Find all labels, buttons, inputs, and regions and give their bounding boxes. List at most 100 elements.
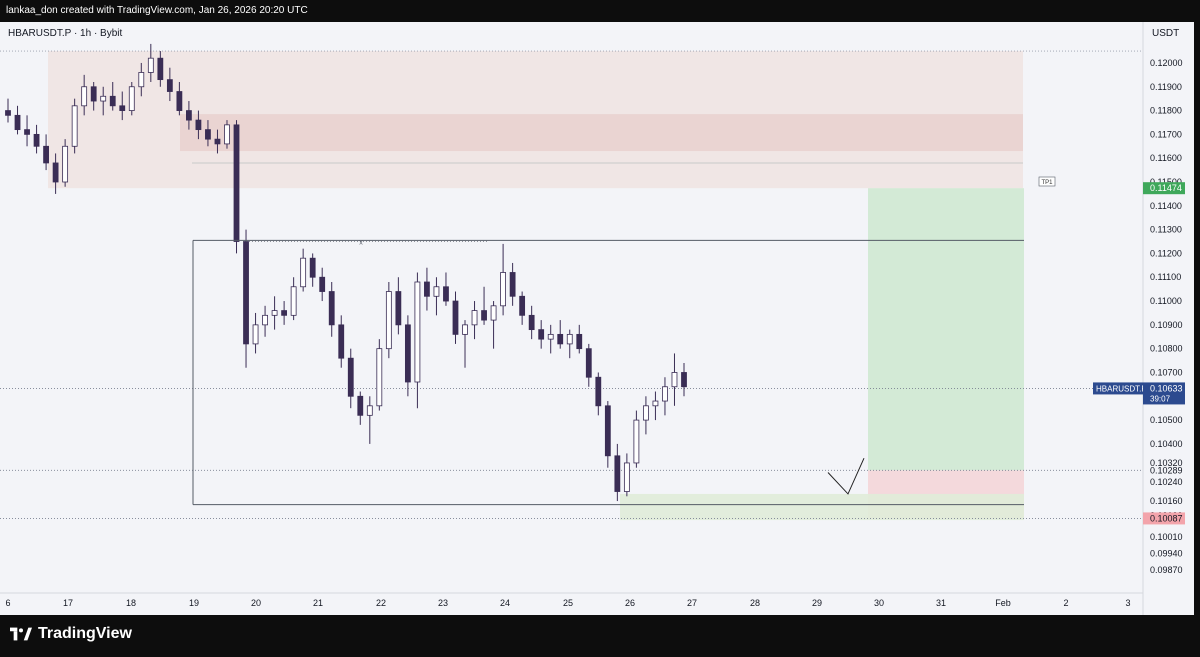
symbol-label[interactable]: HBARUSDT.P · 1h · Bybit [8, 28, 123, 39]
candle [509, 262, 516, 306]
candle-body [347, 357, 354, 397]
candle-body [652, 400, 659, 407]
candle-body [528, 314, 535, 331]
tradingview-brand-text: TradingView [38, 625, 132, 642]
candle [90, 82, 97, 111]
tp-price-badge [1143, 182, 1185, 195]
price-tick-label: 0.11600 [1150, 153, 1182, 163]
candle-body [376, 348, 383, 407]
candle-body [319, 276, 326, 292]
candle [119, 91, 126, 121]
candle-body [205, 129, 211, 140]
candle-body [109, 95, 116, 107]
price-axis[interactable]: 0.12000 0.11900 0.11800 0.11700 0.11600 0.115… [1150, 58, 1183, 575]
tp-label: TP1 [1041, 180, 1053, 186]
candle-body [252, 324, 259, 345]
candle [462, 320, 468, 368]
candle [338, 315, 345, 368]
candle-body [462, 324, 468, 335]
candle [500, 243, 506, 316]
candle [347, 348, 354, 409]
candle-body [414, 281, 421, 383]
candle-body [604, 405, 611, 457]
candle-body [538, 329, 545, 340]
time-axis[interactable]: 6 17 18 19 20 21 22 23 24 25 26 27 28 29 30 31 Feb 2 3 [5, 598, 1130, 608]
price-tick-label: 0.10160 [1150, 496, 1183, 506]
resistance-inner-zone [180, 114, 1023, 152]
time-tick-label: 29 [812, 598, 822, 608]
candle [328, 282, 335, 337]
symbol-badge [1093, 382, 1143, 395]
price-tick-label: 0.12000 [1150, 58, 1183, 68]
price-tick-label: 0.11400 [1150, 201, 1182, 211]
chart-frame[interactable]: x TP1 HBARUSDT.P · 1h · Bybit USDT 0.1200… [0, 22, 1200, 615]
candle-body [309, 257, 316, 278]
time-tick-label: 20 [251, 598, 261, 608]
price-tick-label: 0.11300 [1150, 225, 1182, 235]
candle-body [119, 105, 126, 111]
candle [166, 67, 173, 102]
price-tick-label: 0.10320 [1150, 458, 1183, 468]
candle-body [157, 57, 164, 81]
candle-body [662, 386, 668, 402]
candle-body [366, 405, 373, 416]
candle-body [186, 110, 192, 121]
time-tick-label: 22 [376, 598, 386, 608]
price-tick-label: 0.11200 [1150, 248, 1182, 258]
candle-body [195, 119, 202, 131]
candle [623, 453, 630, 497]
candle [281, 301, 288, 325]
time-tick-label: 25 [563, 598, 573, 608]
candle [252, 312, 259, 354]
candle [271, 296, 278, 330]
price-chart[interactable]: x TP1 HBARUSDT.P · 1h · Bybit USDT 0.1200… [0, 22, 1194, 615]
price-tick-label: 0.10800 [1150, 344, 1183, 354]
sl-price-badge-text: 0.10087 [1150, 513, 1183, 523]
candle-body [243, 241, 249, 345]
candle [547, 324, 554, 354]
time-tick-label: Feb [995, 598, 1011, 608]
candle-body [547, 333, 554, 340]
price-tick-label: 0.10400 [1150, 439, 1183, 449]
price-tick-label: 0.10289 [1150, 465, 1183, 475]
candle-body [443, 286, 449, 302]
candle-body [671, 372, 678, 388]
candle-body [147, 57, 154, 73]
price-tick-label: 0.11700 [1150, 129, 1182, 139]
candle [433, 277, 440, 316]
candle-body [81, 86, 88, 107]
price-tick-label: 0.10010 [1150, 532, 1183, 542]
candle [319, 267, 326, 302]
candle [157, 51, 164, 87]
currency-label[interactable]: USDT [1152, 28, 1179, 39]
time-tick-label: 19 [189, 598, 199, 608]
tradingview-logo-icon [10, 627, 32, 641]
candle [43, 134, 49, 171]
candle-body [214, 138, 221, 145]
candle [14, 105, 21, 135]
candle [128, 82, 135, 116]
candle-body [557, 333, 564, 345]
candle-body [576, 333, 583, 350]
candle [443, 272, 449, 306]
candle-body [509, 272, 516, 297]
candle-body [633, 419, 640, 464]
candle [490, 301, 497, 349]
candle-body [338, 324, 345, 359]
candle-body [62, 145, 69, 183]
tradingview-logo[interactable]: TradingView [10, 625, 132, 643]
candle [452, 291, 459, 344]
candle [205, 120, 211, 147]
time-tick-label: 3 [1125, 598, 1130, 608]
candle [576, 324, 583, 354]
candle [52, 153, 59, 194]
candle-body [300, 257, 307, 288]
zones-layer [48, 51, 1024, 521]
candle-body [357, 395, 364, 416]
candle [528, 305, 535, 340]
candle-body [128, 86, 135, 111]
time-tick-label: 27 [687, 598, 697, 608]
candle [566, 329, 573, 359]
price-tick-label: 0.11000 [1150, 296, 1182, 306]
